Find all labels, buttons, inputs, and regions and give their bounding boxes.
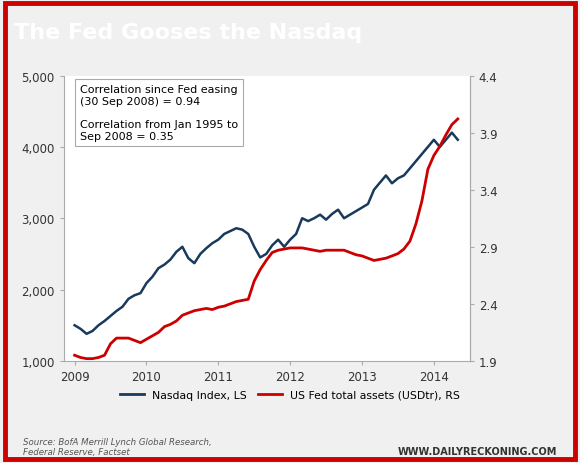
Text: Source: BofA Merrill Lynch Global Research,
Federal Reserve, Factset: Source: BofA Merrill Lynch Global Resear…	[23, 437, 212, 456]
Legend: Nasdaq Index, LS, US Fed total assets (USDtr), RS: Nasdaq Index, LS, US Fed total assets (U…	[115, 386, 465, 404]
Text: WWW.DAILYRECKONING.COM: WWW.DAILYRECKONING.COM	[397, 446, 557, 456]
Text: The Fed Gooses the Nasdaq: The Fed Gooses the Nasdaq	[14, 23, 362, 43]
Text: Correlation since Fed easing
(30 Sep 2008) = 0.94

Correlation from Jan 1995 to
: Correlation since Fed easing (30 Sep 200…	[80, 85, 238, 141]
